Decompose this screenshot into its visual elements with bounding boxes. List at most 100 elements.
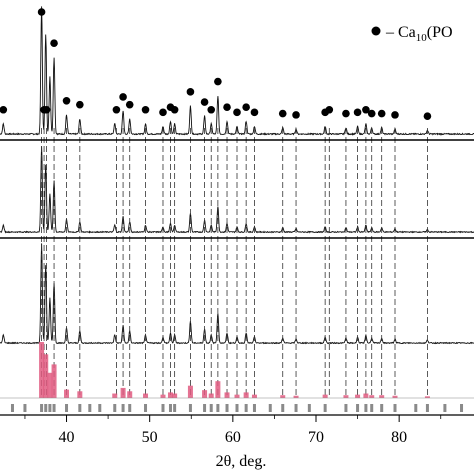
reference-tick: [281, 404, 285, 412]
x-tick-label: 40: [59, 429, 75, 446]
reference-tick: [161, 404, 165, 412]
reference-bar: [187, 385, 193, 398]
reference-tick: [52, 404, 56, 412]
reference-tick: [393, 404, 397, 412]
reference-bar: [202, 390, 208, 398]
peak-marker: [242, 103, 250, 111]
reference-bar: [379, 395, 385, 398]
reference-tick: [10, 404, 14, 412]
reference-bar: [234, 394, 240, 398]
x-axis: 40 50 60 70 80: [24, 415, 442, 446]
reference-tick: [244, 404, 248, 412]
reference-tick: [356, 404, 360, 412]
reference-tick: [121, 404, 125, 412]
reference-tick: [44, 404, 48, 412]
peak-marker: [76, 100, 84, 109]
reference-bar: [51, 364, 57, 398]
peak-marker: [362, 105, 370, 114]
reference-tick: [252, 404, 256, 412]
reference-bar: [355, 394, 361, 398]
x-axis-label: 2θ, deg.: [216, 453, 267, 470]
reference-bar: [280, 395, 286, 398]
x-tick-label: 60: [225, 429, 241, 446]
x-tick-label: 80: [391, 429, 407, 446]
reference-tick: [460, 404, 464, 412]
peak-marker: [112, 105, 121, 114]
reference-bar: [208, 393, 214, 398]
peak-marker: [207, 105, 216, 114]
peak-marker: [353, 108, 362, 117]
reference-tick: [370, 404, 374, 412]
reference-tick: [414, 404, 418, 412]
peak-marker: [141, 105, 150, 114]
reference-bar: [215, 381, 221, 398]
peak-marker: [42, 105, 51, 114]
reference-bar: [343, 395, 349, 398]
reference-tick: [225, 404, 229, 412]
reference-bar: [120, 387, 126, 398]
reference-tick: [168, 404, 172, 412]
reference-tick: [188, 404, 192, 412]
reference-bar: [160, 394, 166, 398]
peak-marker: [62, 97, 71, 105]
reference-tick: [344, 404, 348, 412]
reference-bar: [167, 392, 173, 398]
reference-bar: [143, 393, 149, 398]
peak-marker: [159, 108, 167, 117]
reference-tick: [88, 404, 92, 412]
reference-bar: [424, 396, 430, 398]
reference-tick: [98, 404, 102, 412]
reference-tick: [128, 404, 132, 412]
x-tick-label: 70: [308, 429, 324, 446]
reference-bar: [64, 389, 70, 398]
peak-marker: [292, 111, 300, 119]
reference-bar: [243, 392, 249, 398]
peak-marker: [278, 109, 287, 118]
reference-bar: [251, 394, 257, 398]
legend-marker: [371, 26, 381, 36]
peak-marker: [423, 112, 432, 120]
reference-tick: [425, 404, 429, 412]
peak-marker: [186, 88, 195, 96]
reference-tick: [203, 404, 207, 412]
peak-marker: [223, 103, 231, 111]
peak-markers: [0, 8, 432, 120]
peak-marker: [214, 77, 222, 86]
reference-bar: [369, 395, 375, 398]
peak-marker: [391, 111, 399, 119]
reference-tick: [209, 404, 213, 412]
x-tick-label: 50: [142, 429, 158, 446]
peak-guide-lines: [41, 128, 428, 395]
reference-bar: [127, 391, 133, 398]
peak-marker: [233, 108, 241, 117]
legend-label: – Ca10(PO: [385, 24, 453, 44]
reference-tick: [294, 404, 298, 412]
reference-bar: [224, 392, 230, 398]
reference-tick: [235, 404, 239, 412]
reference-bar: [293, 395, 299, 398]
reference-bar: [363, 393, 369, 398]
peak-marker: [200, 98, 209, 106]
reference-tick: [48, 404, 52, 412]
reference-tick: [113, 404, 117, 412]
reference-tick: [144, 404, 148, 412]
reference-tick: [443, 404, 447, 412]
reference-tick: [268, 404, 272, 412]
reference-bar: [172, 393, 178, 398]
reference-tick: [216, 404, 220, 412]
peak-marker: [367, 109, 376, 118]
reference-tick: [23, 404, 27, 412]
reference-tick: [173, 404, 177, 412]
peak-marker: [377, 109, 386, 118]
legend: – Ca10(PO: [371, 24, 453, 44]
peak-marker: [37, 8, 46, 16]
reference-bar: [322, 394, 328, 398]
peak-marker: [250, 108, 259, 117]
reference-bar: [39, 342, 45, 398]
peak-marker: [170, 105, 179, 114]
peak-marker: [119, 93, 127, 101]
reference-tick: [323, 404, 327, 412]
plot-frame: [0, 139, 474, 416]
peak-marker: [125, 100, 134, 109]
reference-bar: [112, 393, 118, 398]
